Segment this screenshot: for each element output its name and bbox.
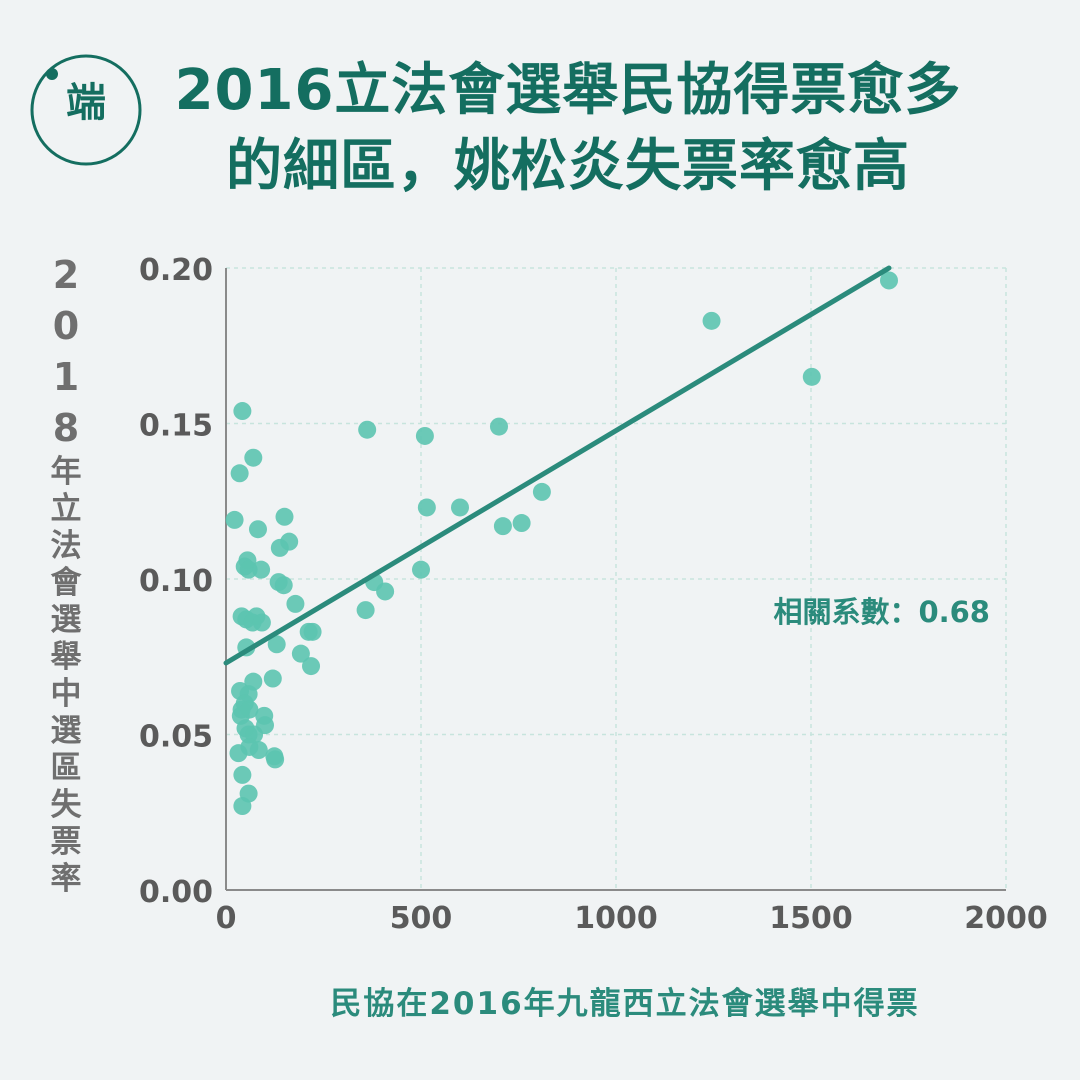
data-point	[244, 448, 263, 467]
data-point	[451, 498, 469, 517]
y-tick-label: 0.10	[139, 564, 213, 599]
data-point	[267, 635, 286, 654]
x-tick-label: 1000	[574, 901, 658, 936]
data-point	[802, 367, 821, 386]
y-tick-label: 0.20	[139, 253, 213, 288]
correlation-annotation: 相關系數：0.68	[773, 595, 990, 629]
y-tick-labels: 0.00 0.05 0.10 0.15 0.20	[139, 253, 213, 910]
data-point	[225, 510, 244, 529]
data-point	[266, 750, 285, 769]
y-axis-label-year: 2018	[52, 253, 80, 450]
data-point	[302, 657, 321, 676]
data-point	[249, 741, 268, 760]
data-point	[376, 582, 395, 601]
data-point	[415, 426, 434, 445]
data-point	[233, 797, 252, 816]
data-point	[248, 520, 267, 539]
data-point	[286, 594, 305, 613]
data-point	[356, 601, 375, 620]
data-point	[230, 464, 249, 483]
logo-icon: 端	[30, 54, 142, 166]
chart-title-line-2: 的細區，姚松炎失票率愈高	[226, 134, 910, 199]
data-point	[229, 744, 248, 763]
data-point	[493, 517, 512, 536]
y-tick-label: 0.05	[139, 720, 213, 755]
data-point	[274, 576, 293, 595]
data-point	[291, 644, 310, 663]
data-point	[233, 402, 252, 421]
data-point	[275, 507, 294, 526]
y-tick-label: 0.00	[139, 875, 213, 910]
grid-lines	[226, 267, 1007, 890]
data-point	[417, 498, 436, 517]
y-axis-label-text: 年立法會選舉中選區失票率	[50, 454, 82, 897]
data-point	[252, 613, 271, 632]
data-points	[225, 271, 898, 816]
data-point	[263, 669, 282, 688]
data-point	[233, 765, 252, 784]
trendline-line	[223, 265, 892, 666]
logo-text: 端	[66, 80, 106, 126]
trendline	[223, 265, 892, 666]
x-tick-label: 0	[216, 901, 237, 936]
y-axis-label: 2018 年立法會選舉中選區失票率	[40, 250, 92, 898]
x-tick-label: 1500	[769, 901, 853, 936]
data-point	[512, 514, 531, 533]
data-point	[490, 417, 508, 436]
axes	[225, 268, 1006, 891]
data-point	[303, 622, 322, 641]
y-tick-label: 0.15	[139, 409, 213, 444]
data-point	[880, 271, 898, 290]
data-point	[252, 560, 271, 579]
x-axis-label: 民協在2016年九龍西立法會選舉中得票	[330, 986, 920, 1022]
x-tick-label: 2000	[964, 901, 1048, 936]
data-point	[239, 560, 258, 579]
x-tick-labels: 0 500 1000 1500 2000	[216, 901, 1048, 936]
data-point	[702, 311, 721, 330]
data-point	[532, 482, 551, 501]
data-point	[358, 420, 377, 439]
data-point	[412, 560, 430, 579]
chart-title-line-1: 2016立法會選舉民協得票愈多	[174, 58, 962, 123]
data-point	[270, 538, 289, 557]
x-tick-label: 500	[390, 901, 453, 936]
